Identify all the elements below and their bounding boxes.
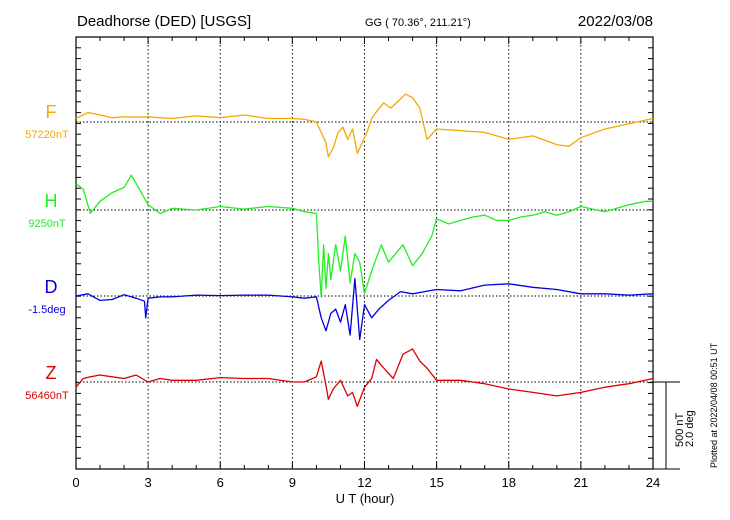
series-line-D (75, 277, 654, 341)
series-name-D: D (45, 277, 58, 297)
x-tick-label-6: 6 (217, 475, 224, 490)
series-name-F: F (46, 102, 57, 122)
coords-label: GG ( 70.36°, 211.21°) (365, 17, 471, 29)
x-tick-label-15: 15 (429, 475, 443, 490)
x-tick-label-9: 9 (289, 475, 296, 490)
baselines (76, 121, 653, 383)
series-baseline-F: 57220nT (25, 129, 69, 141)
series-name-H: H (45, 191, 58, 211)
x-tick-label-18: 18 (502, 475, 516, 490)
series-lines (75, 93, 654, 408)
series-baseline-D: -1.5deg (28, 304, 65, 316)
scale-bar-deg: 2.0 deg (684, 410, 696, 447)
x-axis-label: U T (hour) (336, 491, 395, 506)
axis-ticks: 0 3 6 9 12 15 18 21 24 (72, 36, 660, 490)
plotted-note: Plotted at 2022/04/08 00:51 UT (709, 342, 719, 468)
scale-bar: 500 nT 2.0 deg (653, 381, 696, 470)
date-label: 2022/03/08 (578, 13, 653, 30)
station-title: Deadhorse (DED) [USGS] (77, 13, 251, 30)
series-labels: F 57220nT H 9250nT D -1.5deg Z 56460nT (25, 102, 69, 402)
series-baseline-H: 9250nT (28, 218, 66, 230)
x-tick-label-21: 21 (574, 475, 588, 490)
series-line-Z (75, 348, 654, 408)
series-name-Z: Z (46, 363, 57, 383)
x-tick-label-12: 12 (357, 475, 371, 490)
scale-bar-nt: 500 nT (674, 412, 686, 447)
series-line-F (75, 93, 654, 158)
x-tick-label-3: 3 (145, 475, 152, 490)
series-line-H (75, 174, 653, 298)
x-tick-label-0: 0 (72, 475, 79, 490)
x-tick-label-24: 24 (646, 475, 660, 490)
series-baseline-Z: 56460nT (25, 390, 69, 402)
grid-lines (147, 37, 582, 469)
